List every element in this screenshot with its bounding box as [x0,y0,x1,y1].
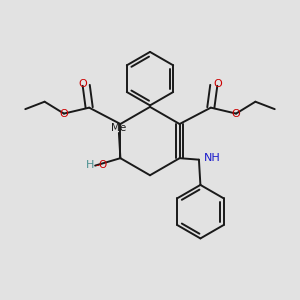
Text: O: O [232,110,240,119]
Text: H: H [85,160,94,170]
Text: NH: NH [204,154,221,164]
Text: Me: Me [111,123,127,133]
Text: O: O [78,79,87,89]
Text: O: O [213,79,222,89]
Text: -O: -O [96,160,108,170]
Text: O: O [60,110,68,119]
